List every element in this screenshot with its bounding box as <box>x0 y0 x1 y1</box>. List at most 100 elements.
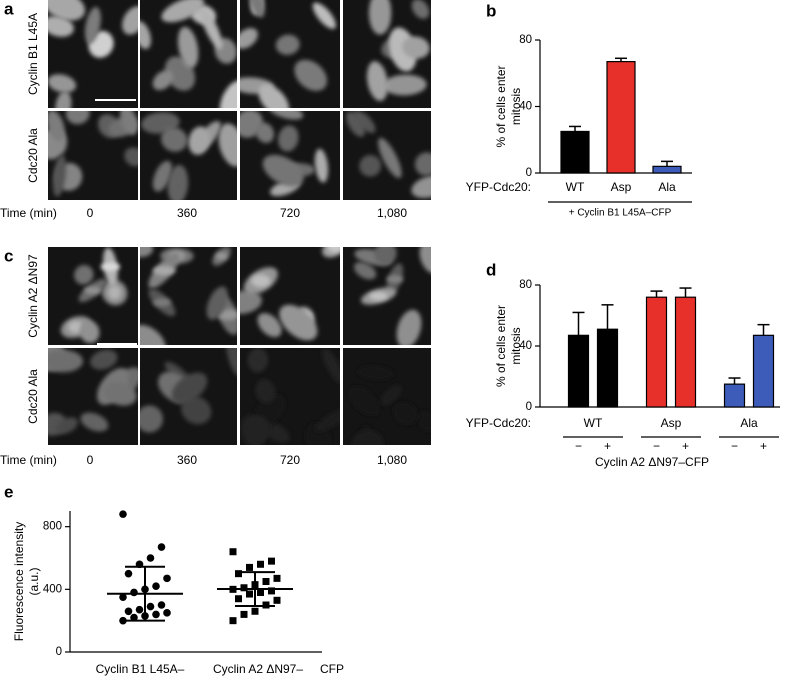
data-point <box>157 543 166 551</box>
cell <box>257 313 282 338</box>
time-label: 360 <box>177 206 197 220</box>
cell <box>262 154 304 187</box>
panel-label: a <box>4 0 14 18</box>
micrograph <box>48 0 138 108</box>
micrograph <box>140 247 237 345</box>
row-label: Cdc20 Ala <box>26 128 40 183</box>
cell <box>402 36 430 59</box>
cell <box>322 348 340 384</box>
micrograph <box>240 348 340 445</box>
cell <box>177 26 199 68</box>
x-tick-label: Cyclin A2 ΔN97– <box>213 662 303 676</box>
x-tick-label: Asp <box>661 416 682 430</box>
note: + Cyclin B1 L45A–CFP <box>569 208 672 219</box>
y-tick-label: 800 <box>43 521 62 533</box>
cell <box>247 348 268 373</box>
micrograph <box>140 348 237 445</box>
cell <box>353 111 376 134</box>
data-point <box>135 605 144 614</box>
cell <box>80 412 109 432</box>
data-point <box>273 574 281 582</box>
data-point <box>246 563 253 571</box>
data-point <box>130 613 138 622</box>
y-tick-label: 0 <box>56 646 62 658</box>
cell <box>411 174 431 199</box>
micrograph <box>343 348 431 445</box>
cell <box>279 304 318 341</box>
cell <box>103 381 137 406</box>
row-label: Cyclin A2 ΔN97 <box>26 254 40 338</box>
cell <box>379 385 402 406</box>
cell <box>414 152 431 176</box>
cell <box>226 348 237 377</box>
cell <box>258 84 290 108</box>
cell <box>275 34 300 55</box>
y-axis-label: % of cells enter <box>494 305 508 387</box>
time-label: 720 <box>280 453 300 467</box>
data-point <box>251 607 259 615</box>
data-point <box>119 510 127 518</box>
cell <box>48 0 86 21</box>
cell <box>140 324 166 345</box>
bar <box>560 130 590 174</box>
time-label: 0 <box>87 206 94 220</box>
cell <box>219 80 237 108</box>
cell <box>393 401 418 425</box>
time-label: 720 <box>280 206 300 220</box>
panel-label: b <box>486 1 496 20</box>
cell <box>206 286 228 320</box>
cell <box>246 415 270 444</box>
series-label: − <box>575 439 582 453</box>
cell <box>188 126 210 155</box>
data-point <box>262 578 270 585</box>
series-label: − <box>653 439 660 453</box>
series-label: − <box>731 439 738 453</box>
series-label: + <box>604 439 611 453</box>
bar <box>645 296 668 408</box>
cell <box>359 154 382 177</box>
x-tick-label: Ala <box>740 416 758 430</box>
bar <box>723 383 746 408</box>
nucleus <box>153 298 171 307</box>
nucleus <box>251 274 271 288</box>
nucleus <box>386 275 404 284</box>
y-tick-label: 400 <box>43 583 62 595</box>
cell <box>368 0 392 35</box>
data-point <box>257 588 264 596</box>
cell <box>248 0 265 18</box>
cell <box>382 74 427 96</box>
cell <box>48 349 84 373</box>
cell <box>277 125 299 152</box>
y-tick-label: 40 <box>519 340 532 352</box>
note: Cyclin A2 ΔN97–CFP <box>595 455 709 469</box>
nucleus <box>369 291 388 301</box>
series-label: + <box>682 439 689 453</box>
nucleus <box>215 252 228 260</box>
cell <box>79 320 100 344</box>
time-label: 0 <box>87 453 94 467</box>
data-point <box>229 617 237 625</box>
cell <box>396 309 422 345</box>
bar <box>596 328 619 408</box>
x-tick-label: Cyclin B1 L45A– <box>96 662 185 676</box>
y-tick-label: 0 <box>526 401 532 413</box>
micrograph <box>343 247 431 345</box>
cell <box>255 122 275 143</box>
cell <box>140 405 163 433</box>
cell <box>218 123 237 167</box>
cell <box>65 111 90 125</box>
nucleus <box>152 265 176 276</box>
data-point <box>124 607 133 616</box>
y-axis-label: % of cells enter <box>494 65 508 147</box>
cell <box>294 59 328 91</box>
cell <box>161 0 205 23</box>
y-axis-label: mitosis <box>509 327 523 364</box>
cell <box>378 137 402 179</box>
cell <box>55 90 72 108</box>
y-axis-label: Fluorescence intensity <box>12 522 26 641</box>
panel-label: d <box>486 260 496 279</box>
nucleus <box>84 286 102 295</box>
cell <box>416 411 431 432</box>
micrograph <box>140 0 237 108</box>
